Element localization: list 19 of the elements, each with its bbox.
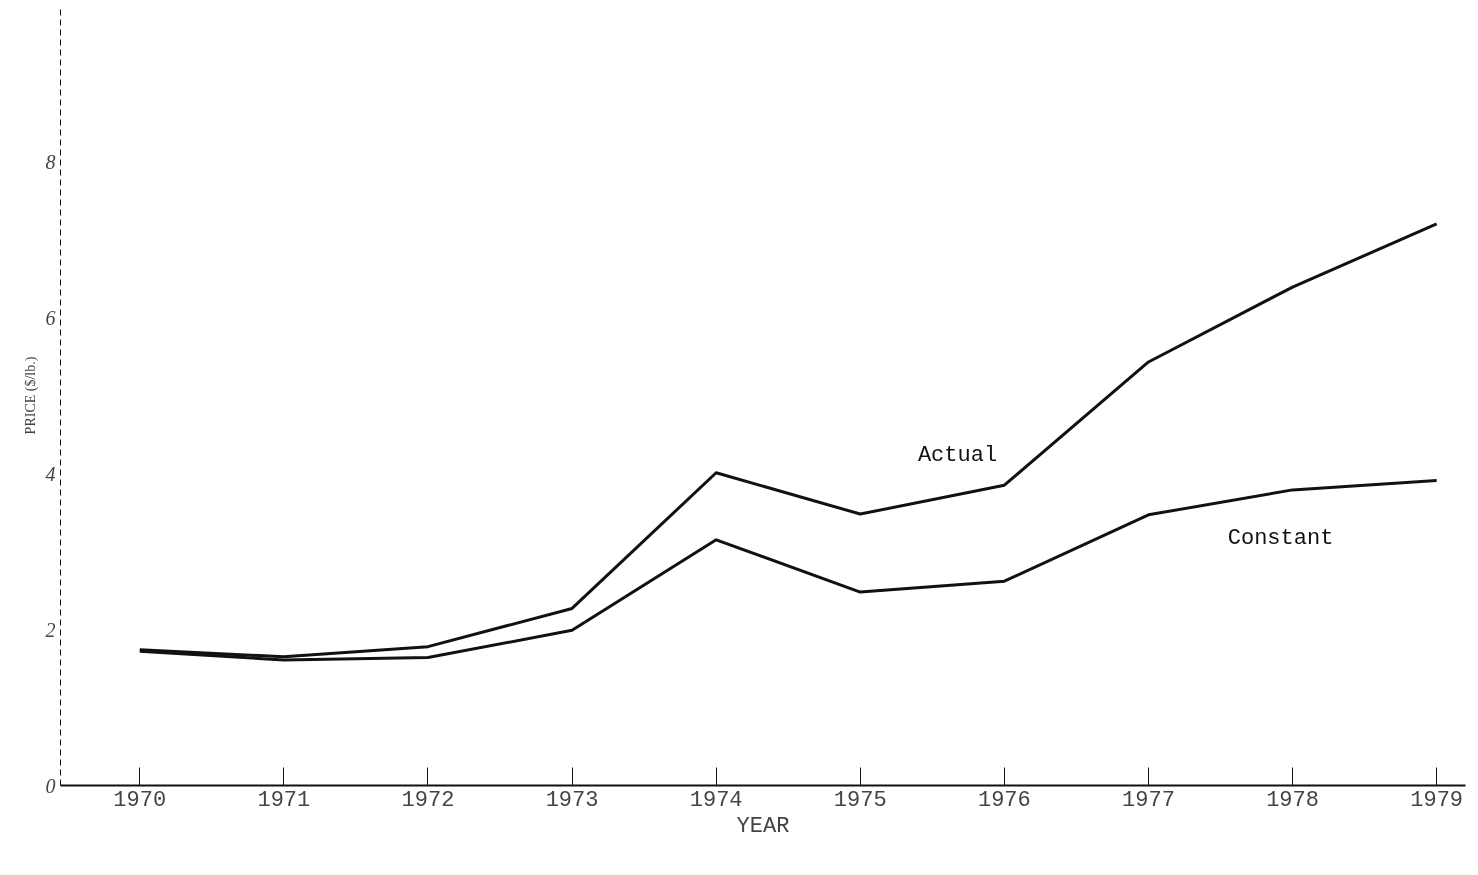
y-tick-label: 6: [45, 306, 56, 329]
x-axis-title: YEAR: [736, 813, 790, 839]
x-tick-label: 1976: [977, 787, 1031, 813]
y-tick-label: 8: [45, 150, 56, 173]
series-label: Actual: [917, 442, 998, 468]
x-tick-label: 1977: [1122, 787, 1175, 813]
x-tick-label: 1979: [1410, 787, 1464, 813]
x-tick-label: 1978: [1266, 787, 1319, 813]
x-tick-label: 1974: [689, 787, 743, 813]
x-tick-label: 1975: [833, 787, 887, 813]
y-tick-label: 4: [45, 462, 56, 485]
y-tick-label: 2: [45, 618, 56, 641]
x-tick-label: 1971: [257, 787, 311, 813]
series-label: Constant: [1227, 526, 1334, 552]
x-tick-label: 1973: [545, 787, 599, 813]
x-tick-label: 1970: [113, 787, 167, 813]
y-axis-title: PRICE ($/lb.): [22, 356, 39, 435]
y-tick-label: 0: [45, 774, 56, 797]
x-tick-label: 1972: [401, 787, 455, 813]
